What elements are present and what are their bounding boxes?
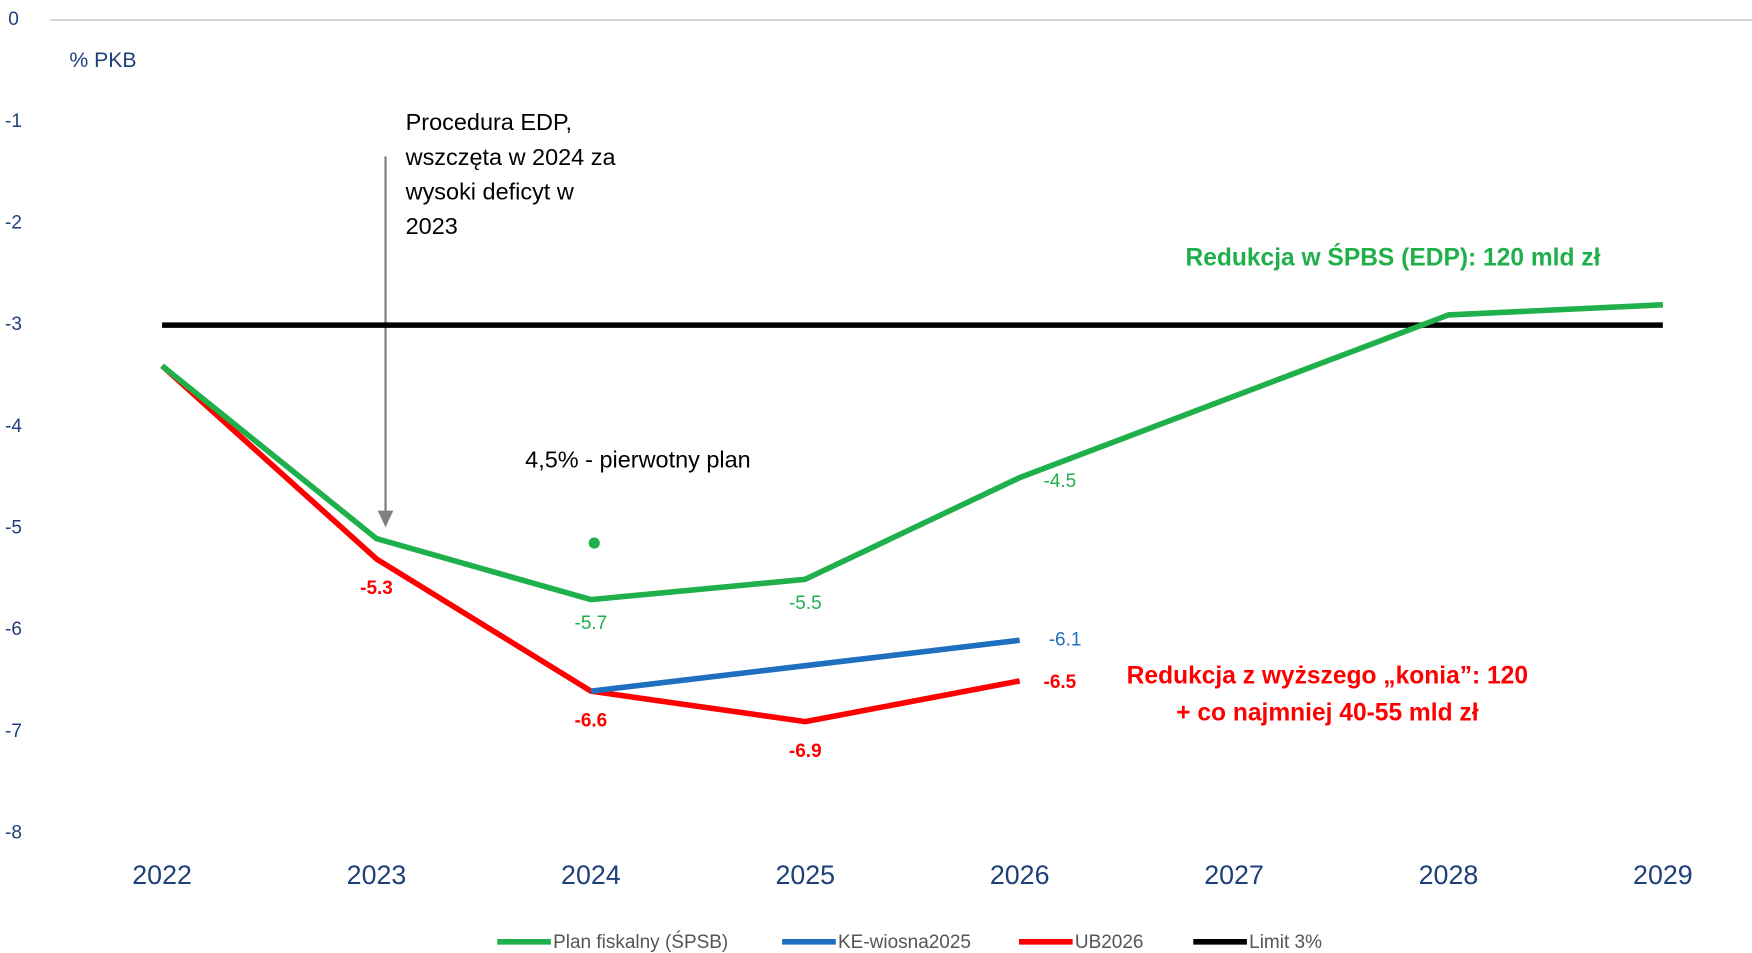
annotation: 4,5% - pierwotny plan [525, 447, 751, 473]
x-tick-label: 2024 [561, 860, 621, 890]
x-tick-label: 2028 [1419, 860, 1479, 890]
x-tick-label: 2027 [1204, 860, 1264, 890]
data-label: -6.5 [1044, 672, 1077, 693]
x-tick-label: 2025 [775, 860, 835, 890]
data-label: -6.1 [1049, 629, 1082, 650]
annotation: + co najmniej 40-55 mld zł [1176, 699, 1479, 726]
x-tick-label: 2022 [132, 860, 192, 890]
line [160, 301, 1663, 603]
data-label: -5.7 [575, 613, 608, 634]
data-label: -6.9 [789, 741, 822, 762]
x-tick-label: 2029 [1633, 860, 1693, 890]
arrow-head [377, 510, 394, 528]
data-label: -5.5 [789, 593, 822, 614]
plan-point [588, 537, 600, 549]
y-tick-label: -4 [5, 416, 22, 437]
annotation: wszczęta w 2024 za [405, 144, 617, 170]
annotation: 2023 [406, 213, 458, 239]
annotation: Procedura EDP, [406, 109, 572, 135]
y-tick-label: -1 [5, 111, 22, 132]
data-label: -4.5 [1044, 471, 1077, 492]
legend-label: Limit 3% [1249, 932, 1322, 953]
legend-label: Plan fiskalny (ŚPSB) [553, 931, 728, 953]
y-tick-label: 0 [8, 9, 19, 30]
x-tick-label: 2023 [347, 860, 407, 890]
y-tick-label: -7 [5, 721, 22, 742]
legend-label: KE-wiosna2025 [838, 932, 971, 953]
x-tick-label: 2026 [990, 860, 1050, 890]
annotation: wysoki deficyt w [405, 178, 574, 204]
y-axis-label: % PKB [69, 49, 136, 72]
data-label: -5.3 [360, 578, 393, 599]
line [590, 637, 1021, 694]
data-label: -6.6 [575, 710, 608, 731]
line [160, 363, 1021, 725]
annotation: Redukcja w ŚPBS (EDP): 120 mld zł [1185, 244, 1600, 272]
annotation: Redukcja z wyższego „konia”: 120 [1127, 663, 1528, 690]
y-tick-label: -2 [5, 212, 22, 233]
y-tick-label: -6 [5, 619, 22, 640]
y-tick-label: -3 [5, 314, 22, 335]
y-tick-label: -5 [5, 517, 22, 538]
y-tick-label: -8 [5, 822, 22, 843]
legend-label: UB2026 [1075, 932, 1144, 953]
